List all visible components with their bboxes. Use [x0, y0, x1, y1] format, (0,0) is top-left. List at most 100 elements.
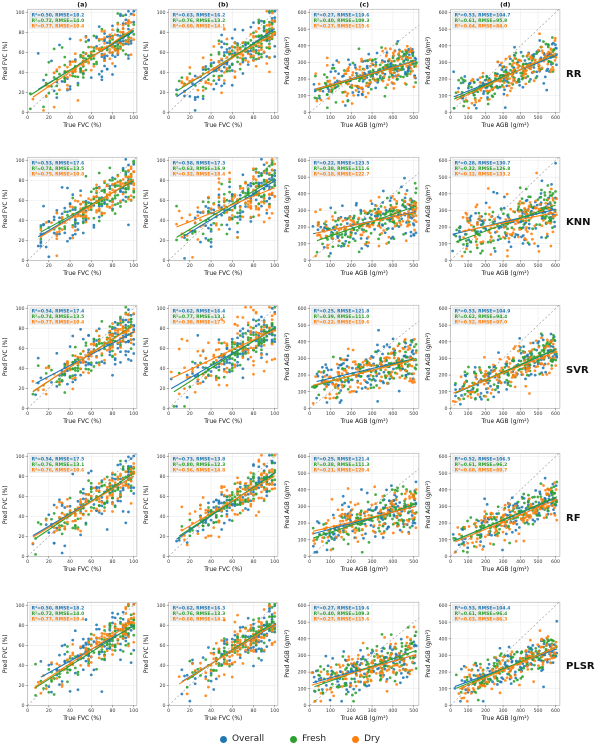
svg-text:500: 500 — [298, 175, 307, 181]
y-axis-label: Pred AGB (g/m²) — [284, 481, 291, 529]
x-axis-label: True AGB (g/m²) — [481, 715, 529, 722]
svg-text:300: 300 — [368, 411, 377, 417]
svg-text:40: 40 — [208, 411, 214, 417]
svg-text:100: 100 — [326, 263, 335, 269]
svg-text:100: 100 — [298, 390, 307, 396]
svg-text:600: 600 — [439, 158, 448, 164]
scatter-series-dry — [314, 44, 418, 105]
svg-text:60: 60 — [160, 50, 166, 56]
stats-box: R²=0.53, RMSE=17.6R²=0.74, RMSE=13.5R²=0… — [29, 158, 85, 178]
panel-RF-b: R²=0.73, RMSE=13.8 R²=0.80, RMSE=12.3 R²=0… — [141, 444, 282, 592]
plot-frame — [309, 305, 420, 409]
stat-line-dry: R²=0.27, RMSE=115.6 — [314, 23, 370, 29]
stats-box: R²=0.53, RMSE=104.9R²=0.62, RMSE=94.4R²=… — [452, 307, 510, 326]
fit-line-fresh — [316, 205, 417, 242]
stat-line-dry: R²=0.21, RMSE=120.4 — [314, 468, 370, 474]
stats-box: R²=0.52, RMSE=106.5R²=0.61, RMSE=96.2R²=… — [452, 455, 510, 474]
svg-text:200: 200 — [439, 225, 448, 231]
fit-line-fresh — [40, 180, 134, 233]
svg-text:300: 300 — [499, 263, 508, 269]
svg-text:80: 80 — [251, 411, 257, 417]
panel-RR-b: R²=0.63, RMSE=16.2 R²=0.76, RMSE=13.2 R²=0… — [141, 0, 282, 148]
svg-text:200: 200 — [347, 263, 356, 269]
y-axis-label: Pred AGB (g/m²) — [425, 185, 432, 233]
panel-title: (d) — [500, 2, 510, 9]
stat-line-dry: R²=0.63, RMSE=86.3 — [455, 616, 508, 622]
fit-line-dry — [313, 359, 417, 387]
stat-line-dry: R²=0.56, RMSE=14.8 — [173, 468, 226, 474]
grid-lines — [168, 305, 278, 409]
figure-grid: R²=0.50, RMSE=18.2 R²=0.72, RMSE=14.0 R²=0… — [0, 0, 594, 722]
stats-box: R²=0.73, RMSE=13.8R²=0.80, RMSE=12.3R²=0… — [170, 455, 225, 474]
x-axis-label: True AGB (g/m²) — [481, 418, 529, 425]
scatter-series-dry — [451, 336, 558, 404]
svg-text:300: 300 — [368, 263, 377, 269]
x-axis-label: True AGB (g/m²) — [340, 567, 388, 574]
fit-line-dry — [315, 60, 417, 90]
stat-line-dry: R²=0.32, RMSE=18.4 — [173, 172, 226, 178]
svg-text:80: 80 — [160, 30, 166, 36]
y-axis-label: Pred FVC (%) — [144, 486, 150, 525]
plot-frame — [27, 453, 138, 558]
stat-line-overall: R²=0.53, RMSE=17.6 — [32, 160, 85, 166]
panel-SVR-a: R²=0.54, RMSE=17.4 R²=0.74, RMSE=13.5 R²=0… — [0, 296, 141, 444]
svg-text:40: 40 — [208, 263, 214, 269]
svg-text:600: 600 — [298, 10, 307, 16]
stat-line-fresh: R²=0.32, RMSE=126.8 — [455, 166, 511, 172]
stat-line-fresh: R²=0.39, RMSE=111.0 — [314, 314, 370, 320]
svg-text:200: 200 — [481, 115, 490, 121]
svg-text:200: 200 — [439, 77, 448, 83]
y-axis-label: Pred AGB (g/m²) — [425, 333, 432, 381]
svg-text:40: 40 — [67, 263, 73, 269]
row-label-PLSR: PLSR — [566, 661, 595, 673]
svg-text:400: 400 — [388, 411, 397, 417]
svg-text:0: 0 — [163, 110, 166, 116]
plot-PLSR-0: R²=0.50, RMSE=18.2R²=0.72, RMSE=14.0R²=0… — [3, 601, 138, 722]
scatter-series-dry — [453, 481, 559, 554]
svg-text:500: 500 — [534, 263, 543, 269]
x-axis-label: True AGB (g/m²) — [340, 715, 388, 722]
x-axis-label: True AGB (g/m²) — [340, 122, 388, 129]
panel-KNN-c: R²=0.22, RMSE=123.5 R²=0.38, RMSE=111.6 R²… — [282, 148, 423, 296]
svg-text:100: 100 — [298, 242, 307, 248]
svg-text:40: 40 — [19, 218, 25, 224]
panel-RR-a: R²=0.50, RMSE=18.2 R²=0.72, RMSE=14.0 R²=0… — [0, 0, 141, 148]
svg-text:80: 80 — [110, 263, 116, 269]
svg-text:100: 100 — [439, 242, 448, 248]
legend-label: Fresh — [302, 734, 327, 744]
svg-text:400: 400 — [439, 192, 448, 198]
plot-frame — [309, 453, 420, 558]
y-axis-label: Pred AGB (g/m²) — [284, 333, 291, 381]
svg-text:0: 0 — [167, 115, 170, 121]
svg-text:20: 20 — [46, 263, 52, 269]
fit-line-dry — [315, 211, 417, 234]
x-axis-label: True FVC (%) — [62, 716, 101, 722]
svg-text:300: 300 — [298, 60, 307, 66]
svg-text:40: 40 — [19, 70, 25, 76]
identity-line — [168, 453, 278, 557]
svg-text:0: 0 — [26, 411, 29, 417]
svg-text:20: 20 — [160, 90, 166, 96]
y-axis-label: Pred AGB (g/m²) — [284, 37, 291, 85]
scatter-series-overall — [451, 161, 558, 253]
panel-KNN-b: R²=0.58, RMSE=17.3 R²=0.63, RMSE=16.9 R²=0… — [141, 148, 282, 296]
panel-title: (a) — [77, 2, 87, 9]
stat-line-fresh: R²=0.40, RMSE=109.3 — [314, 610, 370, 616]
svg-text:200: 200 — [298, 225, 307, 231]
svg-text:200: 200 — [347, 411, 356, 417]
svg-text:20: 20 — [160, 238, 166, 244]
plot-RR-2: R²=0.27, RMSE=119.6R²=0.40, RMSE=109.3R²… — [284, 2, 420, 129]
stat-line-dry: R²=0.76, RMSE=10.6 — [32, 468, 85, 474]
stat-line-fresh: R²=0.72, RMSE=14.0 — [32, 18, 85, 24]
svg-text:0: 0 — [22, 406, 25, 412]
svg-text:100: 100 — [16, 10, 25, 16]
y-axis-label: Pred AGB (g/m²) — [425, 629, 432, 677]
fit-line-dry — [181, 33, 276, 88]
